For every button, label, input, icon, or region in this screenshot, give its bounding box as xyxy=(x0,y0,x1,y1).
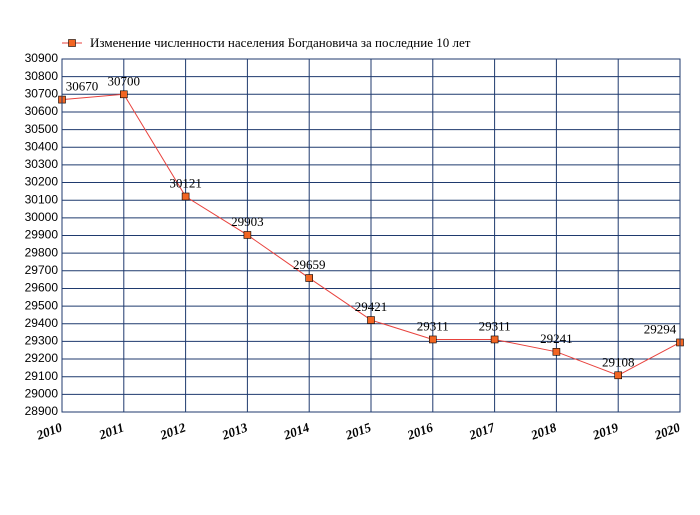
data-label: 29241 xyxy=(540,331,573,346)
data-label: 30700 xyxy=(108,73,141,88)
y-tick-label: 29300 xyxy=(25,334,59,348)
data-label: 29903 xyxy=(231,214,264,229)
x-tick-label: 2017 xyxy=(466,419,497,443)
x-tick-label: 2016 xyxy=(404,419,435,443)
y-tick-label: 29800 xyxy=(25,245,59,259)
y-tick-label: 30800 xyxy=(25,69,59,83)
y-tick-label: 29400 xyxy=(25,316,59,330)
y-tick-label: 30100 xyxy=(25,192,59,206)
x-tick-label: 2013 xyxy=(219,419,250,443)
y-tick-label: 29700 xyxy=(25,263,59,277)
data-label: 29421 xyxy=(355,299,388,314)
y-tick-label: 30200 xyxy=(25,175,59,189)
marker xyxy=(552,348,561,356)
data-label: 29108 xyxy=(602,354,635,369)
y-tick-label: 29000 xyxy=(25,387,59,401)
marker xyxy=(243,231,252,239)
marker xyxy=(428,335,437,344)
x-tick-label: 2012 xyxy=(157,419,188,443)
x-tick-label: 2014 xyxy=(281,419,312,443)
y-tick-label: 30300 xyxy=(25,157,59,171)
y-tick-label: 28900 xyxy=(25,404,59,418)
y-tick-label: 29100 xyxy=(25,369,59,383)
data-label: 30121 xyxy=(169,175,202,190)
marker xyxy=(181,192,190,201)
y-tick-label: 30000 xyxy=(25,210,59,224)
x-tick-label: 2011 xyxy=(96,420,126,443)
data-label: 30670 xyxy=(66,79,99,94)
y-tick-label: 30400 xyxy=(25,139,59,153)
x-tick-label: 2015 xyxy=(343,419,374,443)
y-tick-label: 29500 xyxy=(25,298,59,312)
y-tick-label: 29200 xyxy=(25,351,59,365)
data-label: 29311 xyxy=(479,318,511,333)
y-tick-label: 30700 xyxy=(25,86,59,100)
legend-marker xyxy=(68,39,76,47)
data-label: 29294 xyxy=(644,321,677,336)
marker xyxy=(490,335,499,344)
legend: Изменение численности населения Богданов… xyxy=(62,35,471,50)
x-tick-label: 2010 xyxy=(34,419,65,443)
y-tick-label: 30600 xyxy=(25,104,59,118)
y-tick-label: 30500 xyxy=(25,122,59,136)
data-label: 29659 xyxy=(293,257,326,272)
x-tick-label: 2019 xyxy=(590,419,621,443)
y-tick-label: 30900 xyxy=(25,51,59,65)
y-tick-label: 29600 xyxy=(25,281,59,295)
legend-label: Изменение численности населения Богданов… xyxy=(90,35,471,50)
x-tick-label: 2018 xyxy=(528,419,559,443)
marker xyxy=(614,371,623,380)
marker xyxy=(305,274,314,282)
marker xyxy=(120,90,128,99)
x-tick-label: 2020 xyxy=(652,419,683,443)
data-label: 29311 xyxy=(417,318,449,333)
plot-border xyxy=(61,58,681,413)
y-tick-label: 29900 xyxy=(25,228,59,242)
marker xyxy=(367,316,375,324)
